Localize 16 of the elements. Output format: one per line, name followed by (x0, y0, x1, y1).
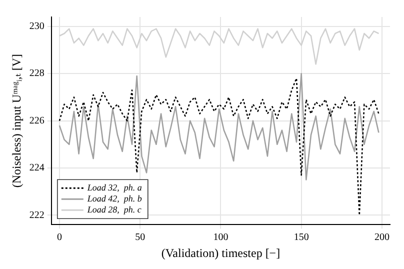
x-axis-title: (Validation) timestep [−] (161, 246, 280, 260)
legend-label: Load 42, ph. b (86, 193, 142, 204)
legend-label: Load 32, ph. a (86, 182, 142, 192)
line-series (58, 78, 380, 216)
x-tick-label: 150 (294, 232, 309, 244)
x-tick-label: 100 (213, 232, 228, 244)
y-tick-label: 228 (29, 68, 44, 80)
legend-label: Load 28, ph. c (86, 204, 142, 214)
y-tick-label: 222 (29, 210, 44, 221)
y-tick-label: 224 (29, 162, 44, 174)
y-tick-label: 226 (29, 115, 44, 126)
y-tick-label: 230 (29, 21, 44, 32)
x-tick-label: 200 (374, 232, 390, 244)
y-axis-title: (Noiseless) input Uᵐᵃᵍᵢ,ₜ [V] (9, 54, 24, 188)
x-tick-label: 0 (56, 232, 62, 244)
x-tick-label: 50 (135, 232, 146, 244)
